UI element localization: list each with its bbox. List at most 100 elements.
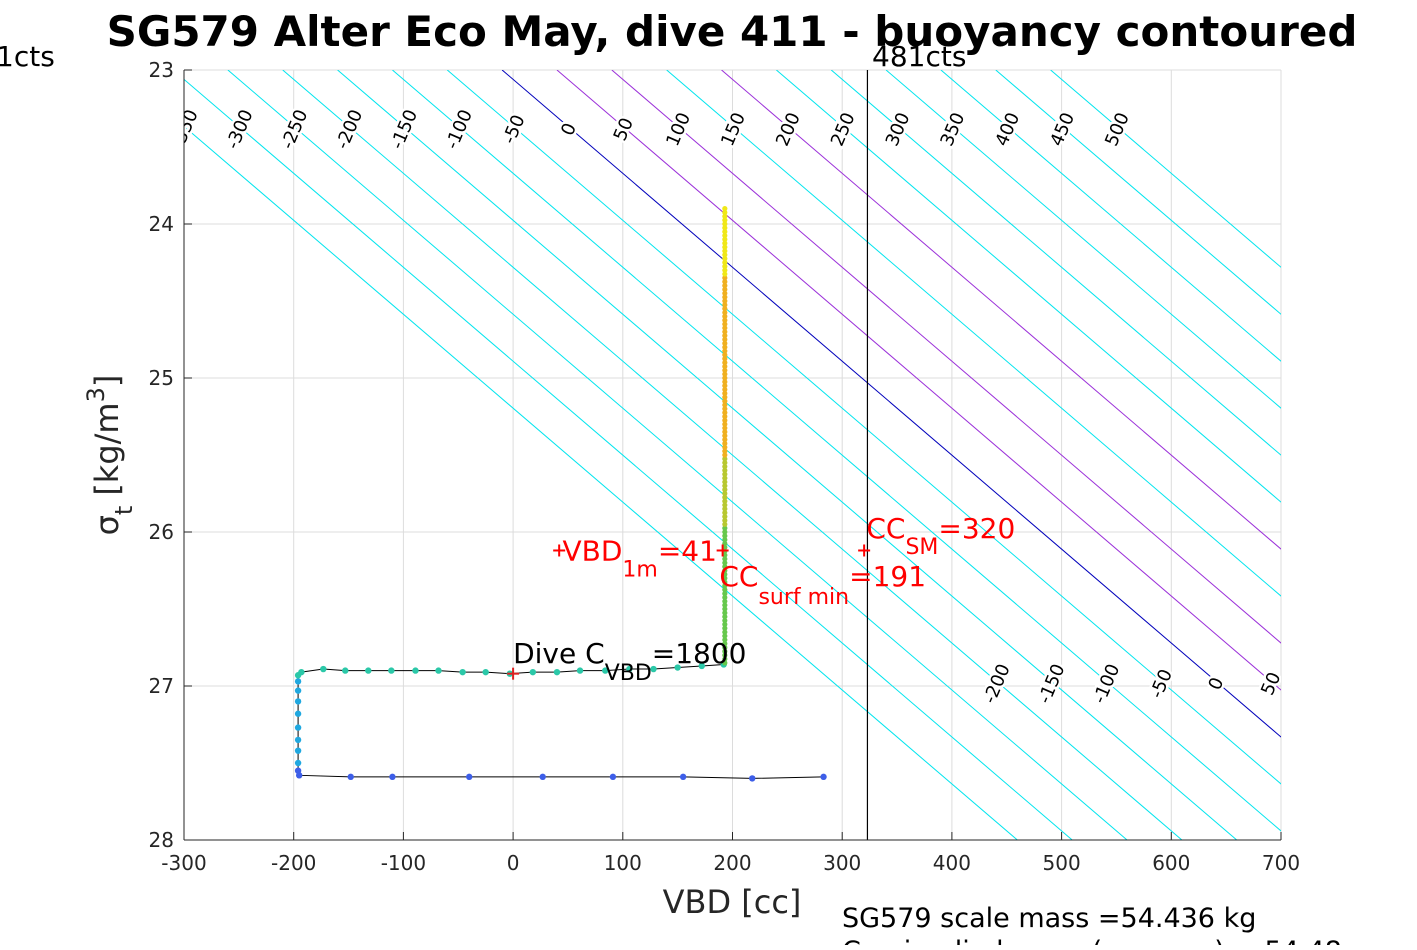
data-point (722, 344, 728, 350)
contour-line (556, 70, 1281, 691)
contour-line (446, 70, 1281, 785)
data-point (626, 665, 633, 673)
data-point (722, 263, 728, 269)
data-point (722, 348, 728, 354)
annotation-dive-c-vbd: Dive CVBD=1800 (513, 637, 746, 686)
data-point (722, 444, 728, 450)
x-tick-label: 300 (823, 851, 861, 875)
data-point (722, 498, 728, 504)
data-point (722, 460, 728, 466)
data-point (609, 773, 617, 781)
x-tick-label: 500 (1043, 851, 1081, 875)
data-point (722, 267, 728, 273)
data-point (722, 221, 728, 227)
contour-line (940, 70, 1281, 362)
data-point (294, 698, 302, 705)
data-point (722, 463, 728, 470)
data-point (722, 329, 728, 335)
data-point (722, 371, 728, 377)
data-point (482, 668, 489, 676)
y-tick-label: 27 (149, 674, 174, 698)
data-point (722, 610, 728, 616)
data-point (722, 313, 728, 319)
data-point (294, 736, 302, 744)
data-point (722, 283, 728, 289)
data-point (298, 668, 305, 676)
data-point (553, 668, 561, 676)
contour-line (184, 78, 1073, 840)
data-point (722, 252, 728, 258)
x-tick-label: -100 (381, 851, 426, 875)
data-point (722, 209, 728, 216)
contour-line (666, 70, 1281, 597)
y-tick-label: 23 (149, 58, 174, 82)
x-axis-label: VBD [cc] (663, 883, 802, 921)
data-point (722, 302, 728, 308)
svg-text:Dive CVBD=1800: Dive CVBD=1800 (513, 637, 746, 686)
data-point (435, 667, 442, 674)
data-point (294, 724, 302, 731)
data-point (722, 467, 728, 473)
data-point (722, 533, 728, 539)
contour-line (721, 70, 1281, 550)
annotation-vbd-1m: VBD1m=41 (562, 534, 716, 582)
data-point (722, 256, 728, 262)
data-point (722, 325, 728, 331)
data-point (320, 665, 327, 673)
data-point (722, 471, 728, 477)
data-point (722, 309, 728, 316)
data-point (722, 452, 728, 458)
annotation-cc-surf-min: CCsurf min=191 (719, 560, 926, 610)
data-point (539, 773, 546, 781)
data-point (294, 747, 302, 754)
data-point (722, 490, 728, 497)
data-point (722, 390, 728, 396)
data-point (722, 591, 728, 597)
data-point (749, 775, 756, 782)
data-point (674, 664, 681, 671)
data-point (650, 665, 657, 673)
data-point (722, 648, 728, 654)
data-point (722, 494, 728, 500)
y-tick-label: 26 (149, 520, 174, 544)
data-point (722, 456, 728, 462)
data-point (722, 510, 728, 516)
data-point (722, 383, 728, 389)
data-point (576, 667, 584, 674)
data-point (722, 317, 728, 323)
contour-line (995, 70, 1281, 315)
data-point (722, 206, 728, 212)
info-line-1: SG579 scale mass =54.436 kg (842, 903, 1256, 934)
data-point (722, 556, 728, 562)
contour-line (885, 70, 1281, 409)
contour-line (1050, 70, 1281, 268)
data-point (722, 537, 728, 543)
data-point (722, 379, 728, 385)
contour-line (611, 70, 1281, 644)
data-point (722, 437, 728, 443)
data-point (389, 773, 396, 781)
markers (507, 544, 871, 680)
x-tick-label: -300 (161, 851, 206, 875)
y-tick-label: 28 (149, 828, 174, 852)
data-point (722, 475, 728, 481)
data-point (722, 514, 728, 520)
data-point (722, 402, 728, 408)
data-point (722, 614, 728, 620)
data-point (722, 340, 728, 346)
data-point (722, 575, 728, 581)
x-tick-label: 600 (1152, 851, 1190, 875)
data-point (722, 637, 728, 643)
data-point (722, 336, 728, 343)
top-right-label: 481cts (872, 40, 966, 73)
contour-line (282, 70, 1183, 840)
contour-line (227, 70, 1128, 840)
y-axis-label: σt[kg/m3] (82, 375, 138, 536)
data-point (365, 667, 372, 674)
data-point (722, 240, 728, 246)
data-point (722, 279, 728, 285)
data-point (722, 417, 728, 423)
data-point (722, 321, 728, 327)
svg-text:CCsurf min=191: CCsurf min=191 (719, 560, 926, 610)
